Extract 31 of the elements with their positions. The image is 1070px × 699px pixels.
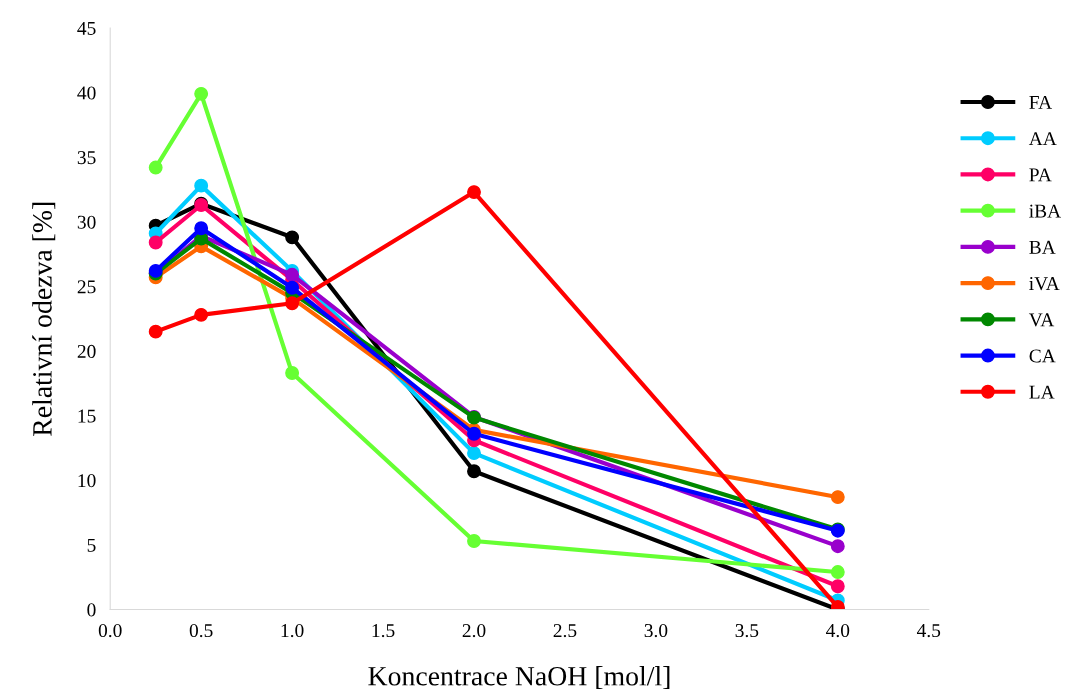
legend-label: LA <box>1029 385 1055 399</box>
x-tick-label: 0.0 <box>98 623 122 638</box>
legend-label: iBA <box>1029 204 1062 218</box>
legend-label: VA <box>1028 313 1055 327</box>
legend-label: BA <box>1029 240 1056 254</box>
y-axis-title: Relativní odezva [%] <box>32 202 56 436</box>
y-tick-label: 35 <box>77 151 96 165</box>
x-tick-label: 2.5 <box>553 624 577 638</box>
y-tick-label: 5 <box>87 538 96 552</box>
x-tick-label: 4.5 <box>916 624 941 638</box>
x-tick-label: 3.5 <box>735 624 759 638</box>
y-tick-label: 30 <box>77 215 96 229</box>
y-tick-label: 45 <box>77 21 96 35</box>
x-tick-label: 3.0 <box>644 623 668 638</box>
legend-label: AA <box>1028 132 1057 146</box>
x-tick-label: 1.0 <box>281 623 304 638</box>
y-tick-label: 25 <box>77 280 96 294</box>
legend-label: FA <box>1029 95 1053 109</box>
y-tick-label: 15 <box>78 409 96 423</box>
y-tick-label: 10 <box>78 474 96 488</box>
x-tick-label: 2.0 <box>462 623 486 638</box>
y-tick-label: 20 <box>77 344 96 358</box>
legend-label: CA <box>1029 349 1056 363</box>
x-tick-label: 0.5 <box>189 623 213 638</box>
legend-label: PA <box>1029 168 1052 182</box>
legend-label: iVA <box>1029 277 1060 291</box>
x-tick-label: 4.0 <box>826 623 850 638</box>
y-tick-label: 40 <box>77 86 96 100</box>
x-axis-title: Koncentrace NaOH [mol/l] <box>368 666 670 690</box>
x-tick-label: 1.5 <box>372 624 395 638</box>
y-tick-label: 0 <box>87 603 96 617</box>
